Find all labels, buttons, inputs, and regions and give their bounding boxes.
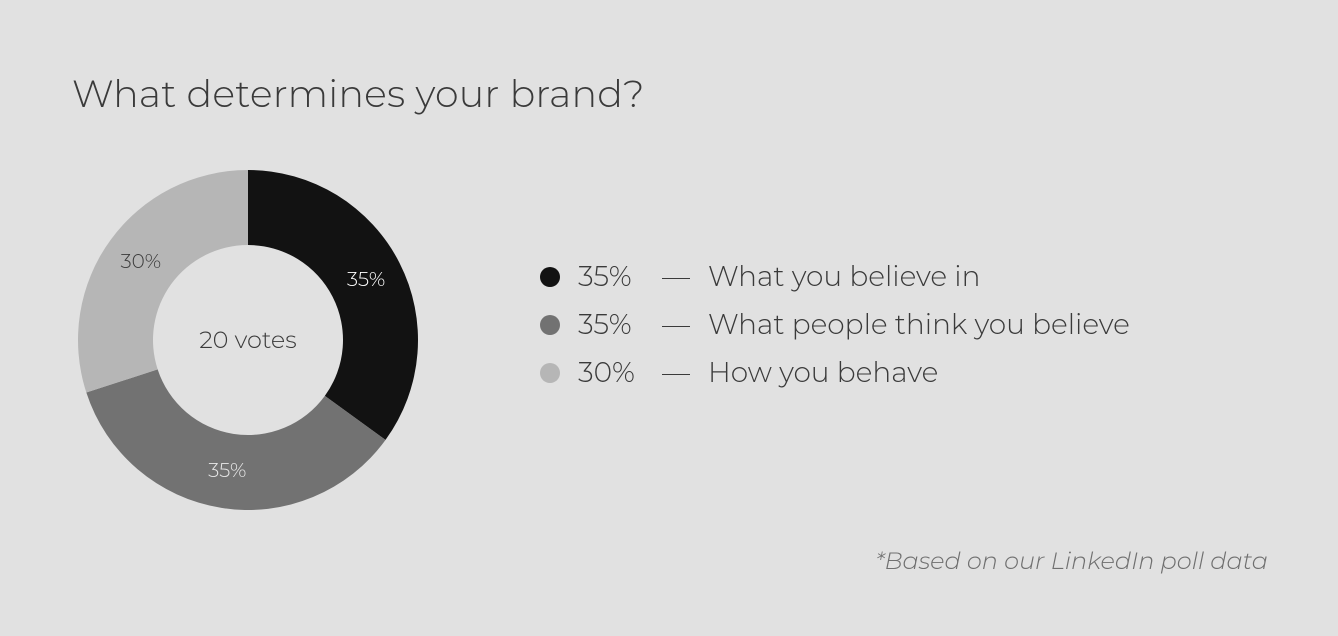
legend-swatch-icon (540, 363, 560, 383)
donut-slice (248, 170, 418, 440)
legend-label: What you believe in (708, 260, 980, 294)
legend-row: 35% — What you believe in (540, 260, 1130, 294)
legend-label: How you behave (708, 356, 938, 390)
legend-row: 35% — What people think you believe (540, 308, 1130, 342)
legend-separator: — (662, 308, 690, 342)
poll-infographic: What determines your brand? 20 votes 35%… (0, 0, 1338, 636)
chart-legend: 35% — What you believe in 35% — What people t… (540, 260, 1130, 390)
legend-row: 30% — How you behave (540, 356, 1130, 390)
legend-percent: 35% (578, 260, 644, 294)
legend-swatch-icon (540, 315, 560, 335)
legend-percent: 30% (578, 356, 644, 390)
legend-percent: 35% (578, 308, 644, 342)
donut-slice (78, 170, 248, 393)
legend-swatch-icon (540, 267, 560, 287)
donut-chart: 20 votes 35%35%30% (78, 170, 418, 510)
legend-label: What people think you believe (708, 308, 1130, 342)
chart-footnote: *Based on our LinkedIn poll data (875, 547, 1268, 576)
chart-title: What determines your brand? (72, 70, 645, 117)
legend-separator: — (662, 260, 690, 294)
donut-svg (78, 170, 418, 510)
legend-separator: — (662, 356, 690, 390)
